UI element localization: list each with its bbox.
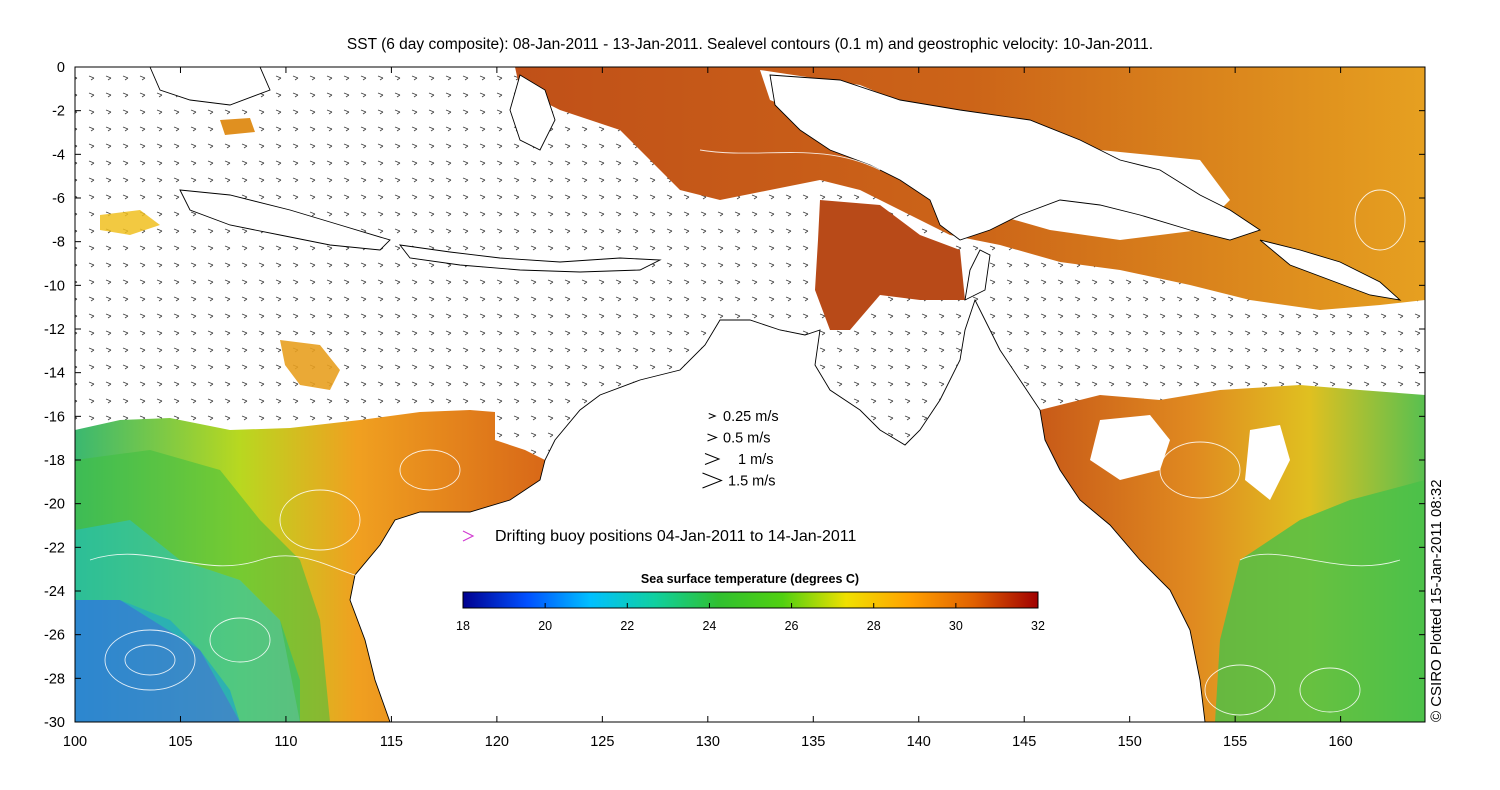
x-tick-label: 140 <box>907 734 931 750</box>
velocity-legend-label: 0.5 m/s <box>723 431 771 447</box>
x-tick-label: 125 <box>590 734 614 750</box>
x-tick-label: 105 <box>168 734 192 750</box>
colorbar-tick-label: 18 <box>456 619 470 633</box>
map-title: SST (6 day composite): 08-Jan-2011 - 13-… <box>346 36 1154 53</box>
velocity-arrow-icon <box>707 433 718 442</box>
y-axis: 0 -2 -4 -6 -8 -10 -12 -14 -16 -18 -20 -22 -24 -26 -28 -… <box>44 60 1425 731</box>
x-tick-label: 145 <box>1012 734 1036 750</box>
colorbar-tick-label: 26 <box>785 619 799 633</box>
colorbar-tick-label: 22 <box>620 619 634 633</box>
cloud-gap-3 <box>1245 425 1290 500</box>
land-new-britain <box>1259 239 1402 301</box>
cloud-gap-2 <box>1090 415 1170 480</box>
colorbar-tick-label: 24 <box>702 619 716 633</box>
velocity-arrow-icon <box>708 413 717 419</box>
y-tick-label: -26 <box>44 628 65 644</box>
x-tick-label: 150 <box>1118 734 1142 750</box>
y-tick-label: -4 <box>52 147 65 163</box>
buoy-symbol-icon <box>462 530 475 542</box>
colorbar-tick-label: 30 <box>949 619 963 633</box>
sst-patch-java <box>100 210 160 235</box>
y-tick-label: -20 <box>44 497 65 513</box>
x-axis: 100 105 110 115 120 125 130 135 140 145 150 155 160 <box>63 67 1353 750</box>
sst-mid-patch <box>75 520 300 722</box>
velocity-legend-label: 1 m/s <box>738 452 773 468</box>
land-cape-york <box>964 249 991 301</box>
velocity-arrow-icon <box>704 453 721 465</box>
y-tick-label: -18 <box>44 453 65 469</box>
velocity-legend: 0.25 m/s 0.5 m/s 1 m/s 1.5 m/s <box>702 409 779 490</box>
colorbar-ticks: 18 20 22 24 26 28 30 32 <box>456 603 1045 633</box>
sst-green-patch <box>75 450 330 722</box>
colorbar-title: Sea surface temperature (degrees C) <box>641 572 859 586</box>
colorbar-tick-label: 32 <box>1031 619 1045 633</box>
x-tick-label: 120 <box>485 734 509 750</box>
colorbar: Sea surface temperature (degrees C) 18 20… <box>456 572 1045 633</box>
sst-cool-patch <box>75 600 240 722</box>
land-lesser-sunda <box>398 244 662 273</box>
buoy-legend-label: Drifting buoy positions 04-Jan-2011 to 1… <box>495 528 857 545</box>
land-australia <box>349 298 1206 723</box>
x-tick-label: 110 <box>274 734 297 750</box>
sst-east-green <box>1215 480 1425 722</box>
credit-text: © CSIRO Plotted 15-Jan-2011 08:32 <box>1428 479 1445 722</box>
y-tick-label: -14 <box>44 366 65 382</box>
y-tick-label: -10 <box>44 278 65 294</box>
y-tick-label: -24 <box>44 584 65 600</box>
velocity-arrow-icon <box>702 472 723 489</box>
plot-frame <box>74 66 1426 723</box>
sealevel-contours <box>89 149 1406 716</box>
x-tick-label: 155 <box>1223 734 1247 750</box>
colorbar-tick-label: 28 <box>867 619 881 633</box>
y-tick-label: 0 <box>57 60 65 76</box>
land-java <box>179 189 391 251</box>
sst-patch-timor <box>280 340 340 390</box>
y-tick-label: -8 <box>52 235 65 251</box>
land-sulawesi <box>509 74 556 151</box>
velocity-legend-label: 0.25 m/s <box>723 409 779 425</box>
y-tick-label: -22 <box>44 540 65 556</box>
y-tick-label: -30 <box>44 715 65 731</box>
x-tick-label: 115 <box>380 734 403 750</box>
y-tick-label: -28 <box>44 671 65 687</box>
x-tick-label: 135 <box>801 734 825 750</box>
sst-gulf-patch <box>815 200 965 330</box>
x-tick-label: 130 <box>696 734 720 750</box>
y-tick-label: -12 <box>44 322 65 338</box>
land-outlines <box>149 66 1402 723</box>
buoy-legend: Drifting buoy positions 04-Jan-2011 to 1… <box>462 528 857 545</box>
velocity-legend-label: 1.5 m/s <box>728 474 776 490</box>
colorbar-tick-label: 20 <box>538 619 552 633</box>
x-tick-label: 160 <box>1329 734 1353 750</box>
y-tick-label: -2 <box>52 104 65 120</box>
x-tick-label: 100 <box>63 734 87 750</box>
sst-patch-small <box>220 118 255 135</box>
y-tick-label: -16 <box>44 409 65 425</box>
y-tick-label: -6 <box>52 191 65 207</box>
colorbar-bar <box>462 591 1039 609</box>
